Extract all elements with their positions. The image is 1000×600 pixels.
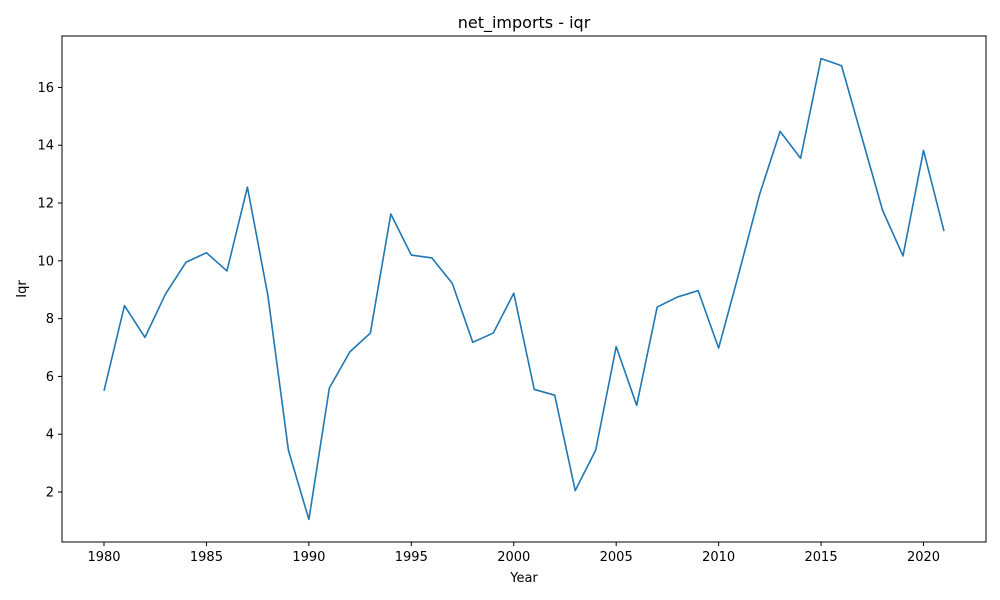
- x-tick-label: 1985: [190, 550, 223, 565]
- x-tick-label: 1995: [395, 550, 428, 565]
- chart-title: net_imports - iqr: [458, 13, 591, 33]
- x-tick-label: 2010: [702, 550, 735, 565]
- x-tick-label: 1990: [292, 550, 325, 565]
- series-line-0: [103, 57, 945, 521]
- y-axis-label: Iqr: [15, 280, 30, 298]
- x-tick-label: 1980: [87, 550, 120, 565]
- y-tick-label: 2: [46, 486, 54, 501]
- x-tick-label: 2000: [497, 550, 530, 565]
- y-tick-label: 16: [37, 81, 54, 96]
- y-tick-label: 14: [37, 139, 54, 154]
- x-axis-label: Year: [509, 571, 538, 586]
- y-tick-label: 10: [37, 254, 54, 269]
- plot-area: 1980 1985 1990 1995 2000 2005 2010 2015 2020 2 4 6 8…: [37, 35, 987, 565]
- y-tick-label: 12: [37, 197, 54, 212]
- y-tick-label: 6: [46, 370, 54, 385]
- x-tick-label: 2005: [600, 550, 633, 565]
- y-tick-label: 8: [46, 312, 54, 327]
- x-tick-label: 2015: [805, 550, 838, 565]
- x-tick-label: 2020: [907, 550, 940, 565]
- plot-frame: [61, 35, 987, 543]
- y-tick-label: 4: [46, 428, 54, 443]
